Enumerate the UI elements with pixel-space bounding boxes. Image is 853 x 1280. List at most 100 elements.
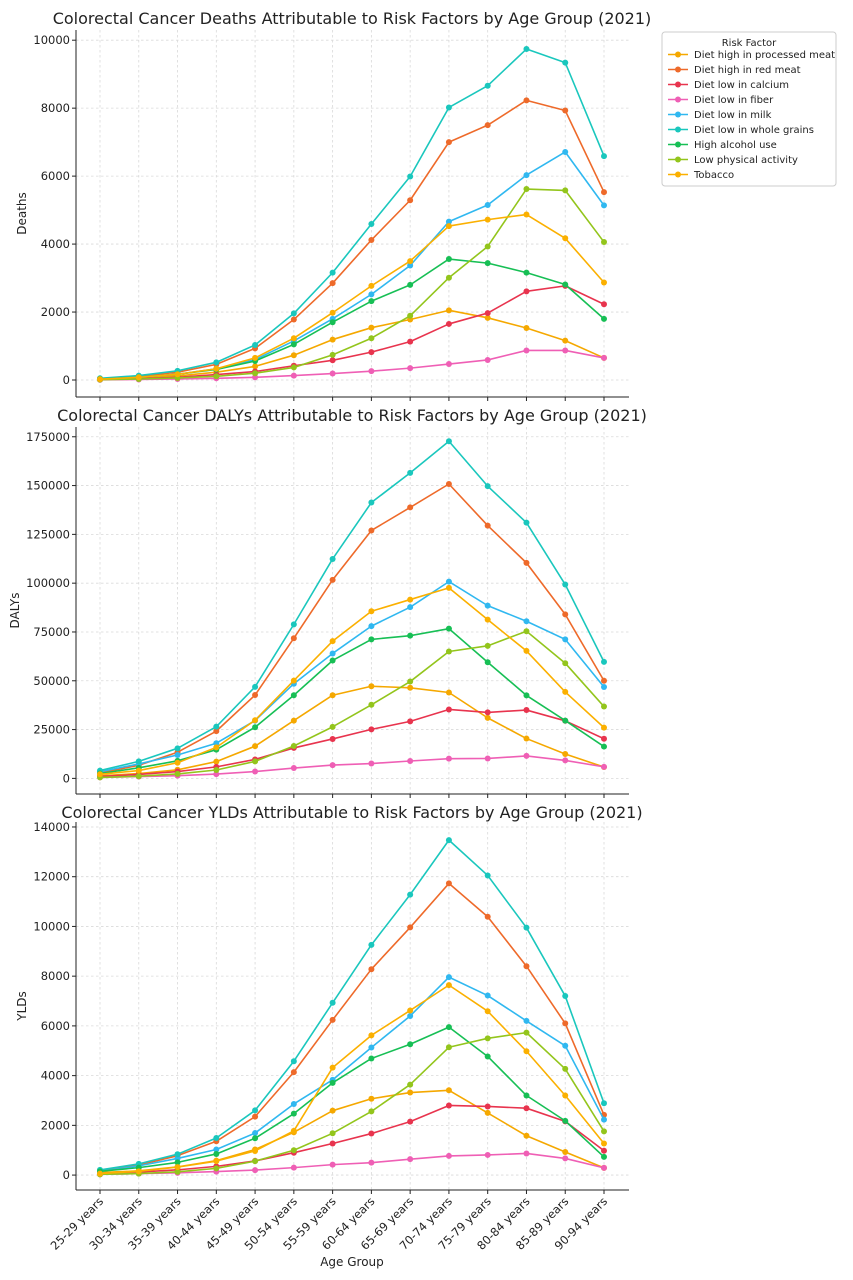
legend-item-diet-low-in-fiber: Diet low in fiber [668, 95, 774, 106]
y-tick-label: 150000 [26, 479, 70, 493]
data-point [523, 1150, 530, 1157]
data-point [135, 1168, 142, 1175]
data-point [407, 1081, 414, 1088]
data-point [213, 1146, 220, 1153]
data-point [601, 301, 607, 308]
data-point [562, 1155, 569, 1162]
data-point [174, 1164, 181, 1171]
panel-deaths: 0 2000 4000 6000 8000 10000 Deaths [15, 30, 629, 401]
data-point [290, 310, 297, 317]
data-point [174, 1151, 181, 1158]
data-point [445, 104, 452, 111]
data-point [290, 717, 297, 724]
series-line [99, 627, 605, 775]
data-point [252, 1113, 259, 1120]
y-tick-label: 0 [63, 373, 70, 387]
data-point [407, 632, 414, 639]
data-point [484, 216, 491, 223]
y-tick-label: 175000 [26, 430, 70, 444]
data-point [368, 683, 375, 690]
data-point [407, 197, 414, 204]
data-point [407, 173, 414, 180]
data-point [445, 256, 452, 263]
data-point [523, 963, 530, 970]
data-point [329, 692, 336, 699]
data-point [601, 1164, 607, 1171]
data-point [290, 352, 297, 359]
data-point [562, 660, 569, 667]
data-point [135, 767, 142, 774]
data-point [368, 335, 375, 342]
legend-label: Diet low in calcium [694, 80, 789, 91]
data-point [407, 1156, 414, 1163]
data-point [601, 1147, 607, 1154]
series-line [99, 882, 605, 1172]
data-point [484, 1035, 491, 1042]
y-tick-label: 8000 [41, 101, 70, 115]
data-point [407, 604, 414, 611]
y-tick-label: 12000 [33, 870, 70, 884]
series-diet-low-in-whole-grains [97, 46, 607, 382]
data-point [562, 1020, 569, 1027]
data-point [523, 1132, 530, 1139]
data-point [601, 189, 607, 196]
data-point [445, 361, 452, 368]
data-point [562, 1092, 569, 1099]
data-point [523, 211, 530, 218]
data-point [329, 309, 336, 316]
data-point [290, 1164, 297, 1171]
data-point [290, 1147, 297, 1154]
data-point [562, 717, 569, 724]
data-point [562, 1117, 569, 1124]
legend-item-diet-low-in-calcium: Diet low in calcium [668, 80, 789, 91]
data-point [174, 759, 181, 766]
data-point [407, 365, 414, 372]
data-point [407, 1118, 414, 1125]
data-point [562, 688, 569, 695]
data-point [368, 941, 375, 948]
data-point [601, 658, 607, 665]
data-point [213, 365, 220, 372]
data-point [445, 837, 452, 844]
data-point [329, 735, 336, 742]
data-point [523, 752, 530, 759]
data-point [523, 1092, 530, 1099]
data-point [523, 46, 530, 53]
data-point [407, 281, 414, 288]
series-line [99, 580, 605, 773]
data-point [252, 768, 259, 775]
data-point [97, 1170, 103, 1177]
data-point [252, 342, 259, 349]
data-point [601, 354, 607, 361]
data-point [445, 139, 452, 146]
y-tick-label: 10000 [33, 33, 70, 47]
y-tick-label: 25000 [33, 723, 70, 737]
data-point [484, 310, 491, 317]
series-line [99, 440, 605, 772]
data-point [523, 628, 530, 635]
data-point [329, 370, 336, 377]
series-line [99, 708, 605, 778]
data-point [445, 689, 452, 696]
data-point [329, 319, 336, 326]
data-point [601, 703, 607, 710]
data-point [252, 354, 259, 361]
data-point [368, 291, 375, 298]
data-point [213, 373, 220, 380]
data-point [252, 1135, 259, 1142]
data-point [368, 1108, 375, 1115]
data-point [523, 1029, 530, 1036]
data-point [407, 596, 414, 603]
legend-label: Low physical activity [694, 155, 798, 166]
data-point [445, 974, 452, 981]
y-tick-label: 0 [63, 771, 70, 785]
data-point [368, 1055, 375, 1062]
data-point [213, 740, 220, 747]
series-line [99, 99, 605, 380]
series-low-physical-activity [97, 1029, 607, 1178]
data-point [445, 1152, 452, 1159]
data-point [290, 1069, 297, 1076]
y-tick-label: 4000 [41, 237, 70, 251]
data-point [562, 235, 569, 242]
data-point [213, 771, 220, 778]
